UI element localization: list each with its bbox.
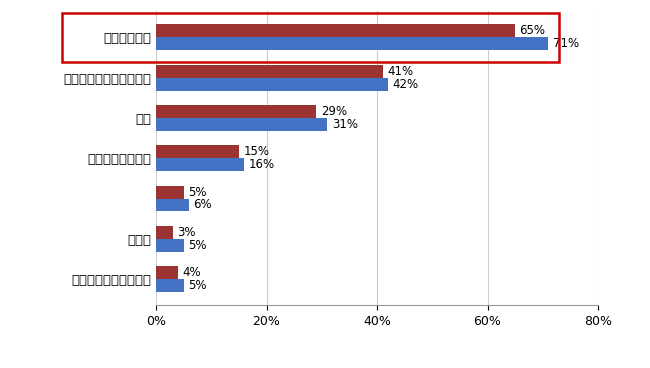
- Text: 16%: 16%: [249, 158, 275, 171]
- Text: 41%: 41%: [387, 65, 413, 78]
- Text: 4%: 4%: [183, 266, 201, 279]
- Bar: [156, 158, 244, 171]
- Bar: [156, 226, 172, 239]
- Bar: [156, 118, 327, 131]
- Text: 5%: 5%: [188, 185, 207, 199]
- Bar: [156, 24, 515, 37]
- Bar: [156, 266, 178, 279]
- Text: 71%: 71%: [552, 37, 578, 50]
- Text: 15%: 15%: [243, 145, 269, 158]
- Bar: [156, 65, 382, 78]
- Text: 5%: 5%: [188, 239, 207, 252]
- Text: 6%: 6%: [194, 198, 212, 212]
- Bar: [156, 239, 183, 252]
- Text: 31%: 31%: [332, 118, 358, 131]
- Text: 3%: 3%: [177, 226, 196, 239]
- Text: 65%: 65%: [519, 24, 545, 38]
- Bar: [156, 105, 317, 118]
- Bar: [156, 279, 183, 292]
- Text: 5%: 5%: [188, 279, 207, 292]
- Text: 29%: 29%: [320, 105, 346, 118]
- Text: 42%: 42%: [393, 78, 419, 91]
- Bar: [156, 78, 388, 91]
- Bar: [156, 199, 189, 212]
- Bar: [156, 145, 239, 158]
- Bar: [156, 37, 549, 50]
- Bar: [156, 185, 183, 199]
